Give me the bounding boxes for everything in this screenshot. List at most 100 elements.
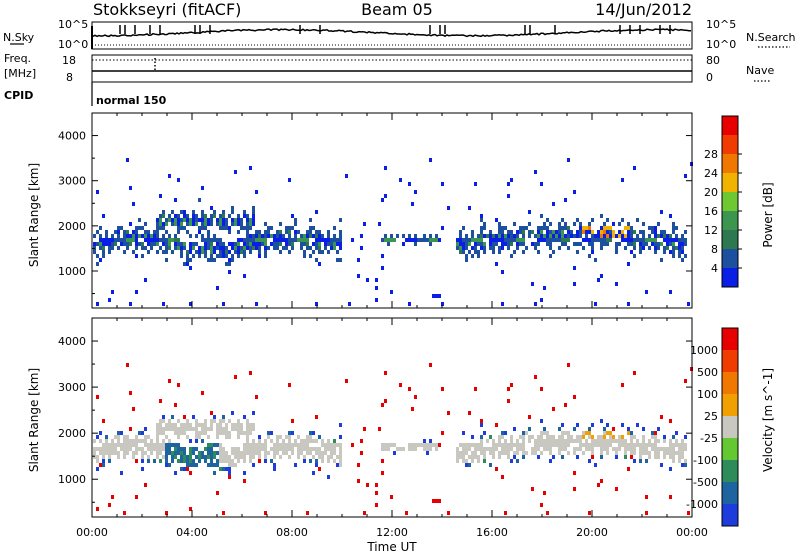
power-cell: [336, 250, 339, 254]
velocity-cell: [423, 447, 426, 451]
velocity-cell: [648, 451, 651, 455]
velocity-cell: [309, 431, 312, 435]
power-cell: [435, 294, 438, 298]
velocity-cell: [468, 411, 471, 415]
power-cell: [483, 250, 486, 254]
velocity-cell: [639, 443, 642, 447]
power-cell: [180, 210, 183, 214]
power-cell: [291, 226, 294, 230]
velocity-cell: [123, 451, 126, 455]
power-cell: [588, 254, 591, 258]
velocity-cell: [378, 427, 381, 431]
power-cell: [555, 234, 558, 238]
velocity-cell: [591, 443, 594, 447]
velocity-cell: [93, 447, 96, 451]
power-cell: [477, 238, 480, 242]
velocity-cell: [186, 435, 189, 439]
velocity-cell: [339, 443, 342, 447]
velocity-cell: [264, 455, 267, 459]
velocity-cell: [684, 459, 687, 463]
power-cell: [201, 218, 204, 222]
velocity-cell: [492, 451, 495, 455]
power-cell: [624, 226, 627, 230]
velocity-cell: [573, 487, 576, 491]
velocity-cell: [510, 439, 513, 443]
power-cell: [528, 210, 531, 214]
power-cell: [573, 266, 576, 270]
power-cell: [603, 230, 606, 234]
power-cell: [609, 230, 612, 234]
power-cell: [153, 234, 156, 238]
power-cell: [660, 234, 663, 238]
power-cell: [669, 250, 672, 254]
velocity-cell: [546, 439, 549, 443]
velocity-cell: [519, 447, 522, 451]
power-cell: [135, 290, 138, 294]
power-cell: [237, 238, 240, 242]
power-cell: [225, 222, 228, 226]
velocity-cell: [207, 447, 210, 451]
power-cell: [459, 230, 462, 234]
velocity-cell: [576, 423, 579, 427]
velocity-cell: [96, 507, 99, 511]
power-cell: [408, 238, 411, 242]
velocity-cell: [273, 463, 276, 467]
freq-frame: [91, 54, 693, 83]
velocity-cell: [429, 443, 432, 447]
velocity-cell: [195, 435, 198, 439]
velocity-cell: [225, 459, 228, 463]
velocity-cell: [174, 443, 177, 447]
velocity-cell: [237, 427, 240, 431]
power-cell: [126, 234, 129, 238]
velocity-cell: [201, 455, 204, 459]
power-cell: [231, 222, 234, 226]
power-cell: [201, 186, 204, 190]
power-cell: [219, 222, 222, 226]
power-cell: [264, 250, 267, 254]
power-cell: [147, 230, 150, 234]
velocity-cell: [570, 439, 573, 443]
power-cell: [642, 238, 645, 242]
velocity-cell: [168, 463, 171, 467]
power-x-axis: [91, 113, 693, 308]
velocity-cell: [135, 439, 138, 443]
velocity-cell: [216, 451, 219, 455]
velocity-cell: [303, 459, 306, 463]
power-cell: [204, 242, 207, 246]
power-cell: [441, 226, 444, 230]
velocity-colorbar-tick-label: -500: [693, 476, 718, 489]
power-cell: [240, 246, 243, 250]
velocity-cell: [267, 451, 270, 455]
power-cell: [222, 214, 225, 218]
velocity-cell: [156, 447, 159, 451]
power-cell: [489, 242, 492, 246]
velocity-cell: [129, 443, 132, 447]
power-cell: [189, 242, 192, 246]
power-cell: [600, 242, 603, 246]
power-cell: [615, 250, 618, 254]
power-cell: [180, 226, 183, 230]
velocity-cell: [249, 423, 252, 427]
velocity-cell: [288, 443, 291, 447]
power-cell: [591, 246, 594, 250]
power-cell: [150, 242, 153, 246]
power-cell: [594, 238, 597, 242]
velocity-cell: [471, 455, 474, 459]
velocity-cell: [615, 487, 618, 491]
nsky-panel: N.Sky 10^5 10^0 10^5 10^0 N.Search: [3, 18, 796, 51]
velocity-cell: [681, 455, 684, 459]
power-cell: [93, 242, 96, 246]
power-cell: [621, 234, 624, 238]
power-cell: [663, 234, 666, 238]
power-cell: [252, 246, 255, 250]
power-cell: [447, 206, 450, 210]
power-cell: [129, 242, 132, 246]
velocity-cell: [480, 443, 483, 447]
power-cell: [600, 274, 603, 278]
power-cell: [567, 158, 570, 162]
power-cell: [579, 242, 582, 246]
power-cell: [207, 230, 210, 234]
velocity-cell: [243, 447, 246, 451]
velocity-cell: [123, 511, 126, 515]
power-cell: [423, 234, 426, 238]
